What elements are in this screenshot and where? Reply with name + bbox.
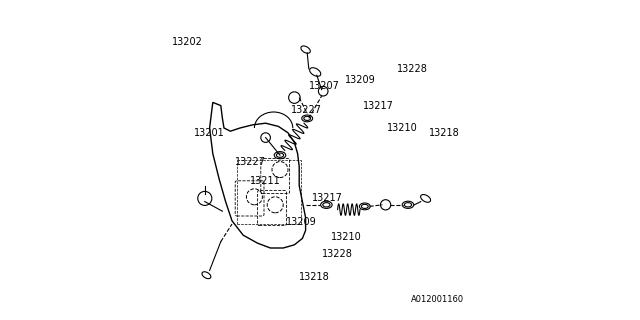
Text: 13201: 13201 <box>195 128 225 138</box>
Text: A012001160: A012001160 <box>411 295 464 304</box>
Text: 13218: 13218 <box>429 128 460 138</box>
Text: 13217: 13217 <box>364 100 394 111</box>
Text: 13228: 13228 <box>397 64 428 74</box>
Text: 13210: 13210 <box>387 123 418 133</box>
Text: 13218: 13218 <box>300 272 330 282</box>
Text: 13228: 13228 <box>322 249 353 260</box>
Text: 13227: 13227 <box>291 105 322 116</box>
Text: 13207: 13207 <box>309 81 340 92</box>
Text: 13217: 13217 <box>312 193 343 204</box>
Text: 13202: 13202 <box>172 36 204 47</box>
Text: 13209: 13209 <box>344 75 376 85</box>
Text: 13227: 13227 <box>235 156 266 167</box>
Text: 13209: 13209 <box>287 217 317 228</box>
Text: 13210: 13210 <box>332 232 362 242</box>
Text: 13211: 13211 <box>250 176 280 186</box>
